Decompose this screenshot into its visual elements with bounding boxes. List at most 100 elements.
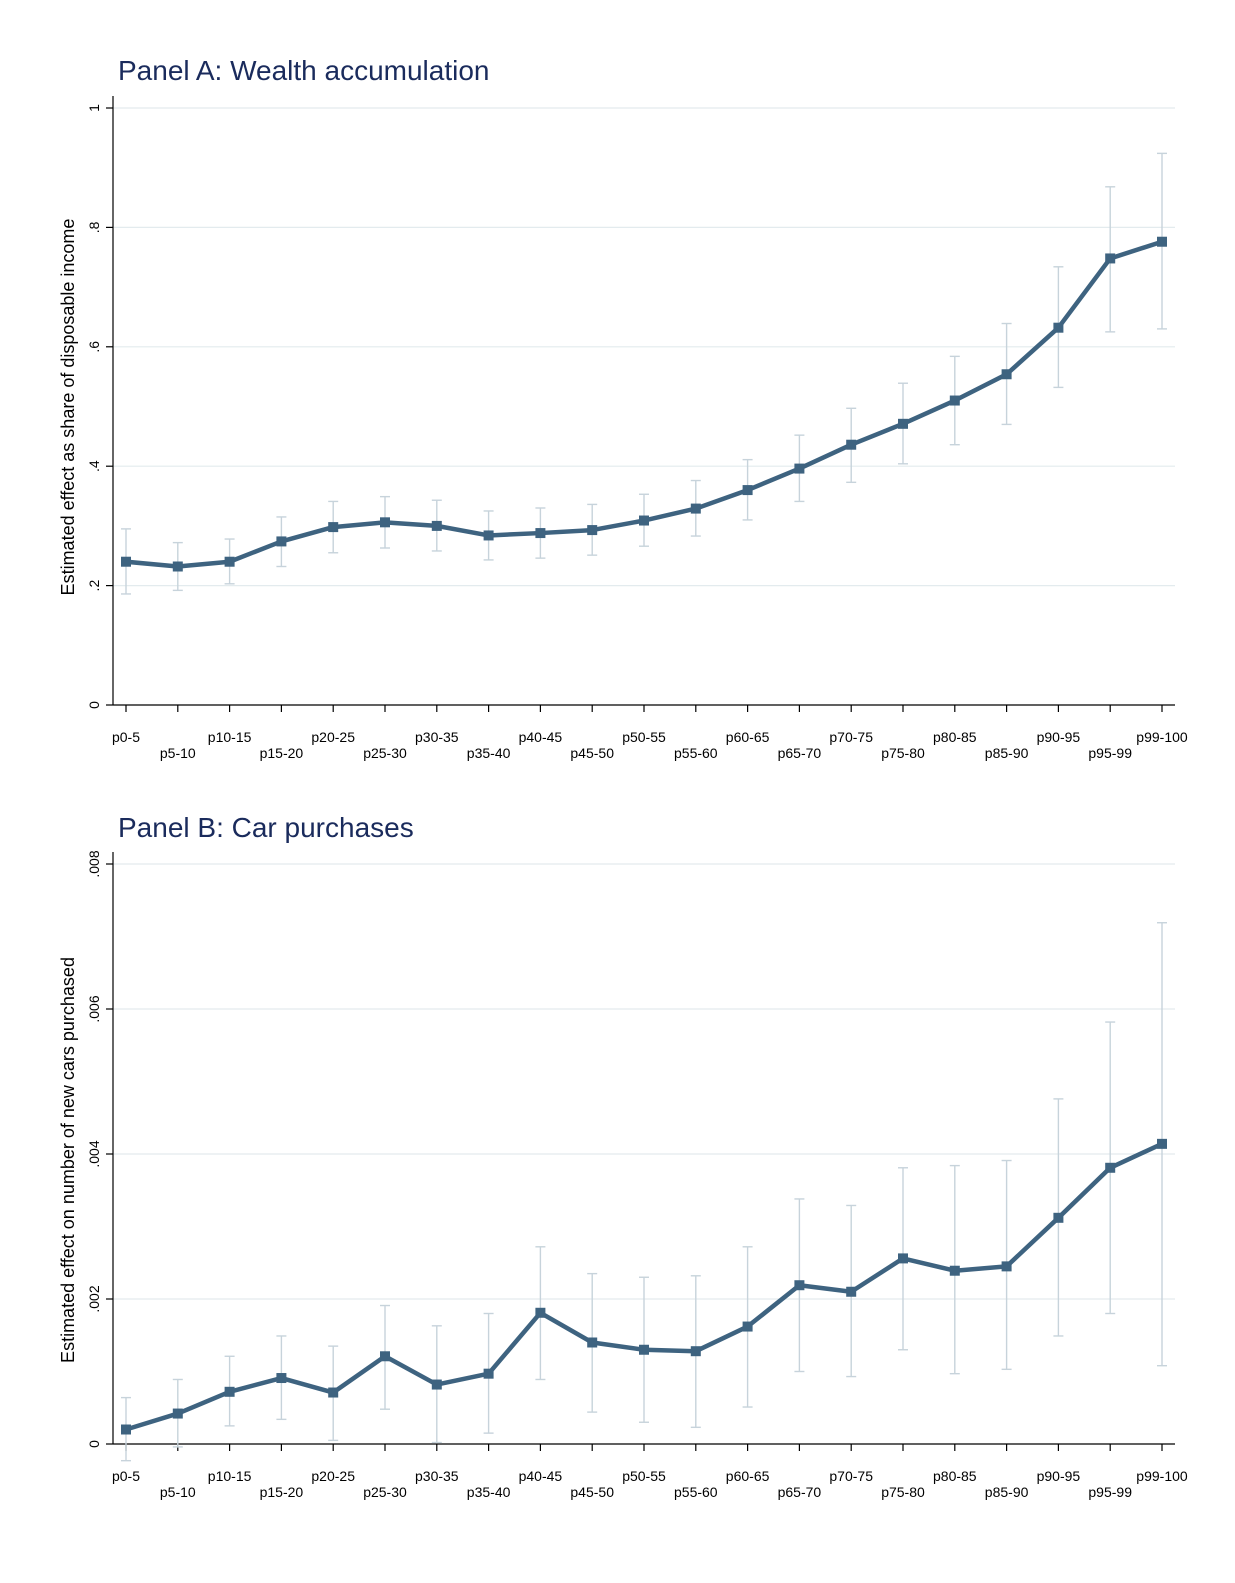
panel-a-data-point	[535, 528, 546, 539]
panel-a-data-point	[1053, 322, 1064, 333]
panel-a-x-tick-label: p35-40	[467, 745, 511, 761]
panel-b-data-point	[328, 1387, 339, 1398]
panel-a-x-tick-label: p70-75	[829, 729, 873, 745]
panel-b-data-point	[1157, 1138, 1167, 1149]
panel-a-y-tick-label: 0	[86, 701, 102, 709]
panel-a-y-tick-label: .8	[86, 221, 102, 233]
panel-b-data-point	[794, 1280, 805, 1291]
panel-a-data-point	[794, 463, 805, 474]
panel-a-x-tick-label: p75-80	[881, 745, 925, 761]
panel-b-y-tick-label: .008	[86, 850, 102, 877]
panel-a-x-tick-label: p90-95	[1037, 729, 1081, 745]
panel-a-data-point	[742, 485, 753, 496]
panel-a-data-point	[276, 536, 287, 547]
panel-b-x-tick-label: p15-20	[260, 1484, 304, 1500]
panel-b-title: Panel B: Car purchases	[118, 812, 414, 843]
panel-a-x-tick-label: p55-60	[674, 745, 718, 761]
panel-a-data-point	[949, 395, 960, 406]
panel-b-data-point	[121, 1424, 131, 1435]
panel-a-data-point	[898, 418, 908, 429]
panel-a-data-point	[483, 530, 494, 541]
panel-b-x-tick-label: p75-80	[881, 1484, 925, 1500]
panel-b-x-tick-label: p50-55	[622, 1468, 666, 1484]
panel-b-data-point	[898, 1253, 908, 1264]
panel-b-data-point	[380, 1351, 390, 1362]
panel-b-x-tick-label: p25-30	[363, 1484, 407, 1500]
panel-b-y-axis-label: Estimated effect on number of new cars p…	[58, 957, 78, 1363]
panel-a-x-tick-label: p40-45	[519, 729, 563, 745]
panel-a-data-point	[846, 439, 857, 450]
panel-b-data-point	[587, 1337, 598, 1348]
panel-b-data-point	[949, 1265, 960, 1276]
panel-a-data-point	[690, 503, 701, 514]
panel-a-data-point	[224, 556, 235, 567]
panel-b-data-point	[535, 1307, 546, 1318]
panel-b-x-tick-label: p65-70	[778, 1484, 822, 1500]
panel-a-x-tick-label: p20-25	[311, 729, 355, 745]
panel-a-x-tick-label: p5-10	[160, 745, 196, 761]
panel-a-x-tick-label: p60-65	[726, 729, 770, 745]
panel-b-data-point	[431, 1379, 442, 1390]
panel-b-data-point	[276, 1373, 287, 1384]
panel-a-x-tick-label: p50-55	[622, 729, 666, 745]
panel-b-y-tick-label: .002	[86, 1285, 102, 1312]
panel-b-x-tick-label: p95-99	[1088, 1484, 1132, 1500]
panel-b-x-tick-label: p45-50	[570, 1484, 614, 1500]
panel-b-x-tick-label: p40-45	[519, 1468, 563, 1484]
panel-a-x-tick-label: p85-90	[985, 745, 1029, 761]
panel-b-data-point	[1001, 1261, 1012, 1272]
panel-a-x-tick-label: p99-100	[1136, 729, 1188, 745]
panel-b-plot: 0 .002 .004 .006 .008 Estimated effect on num…	[58, 850, 1188, 1500]
panel-a-title: Panel A: Wealth accumulation	[118, 55, 490, 86]
panel-a-y-tick-label: .4	[86, 460, 102, 472]
panel-b-x-tick-label: p20-25	[311, 1468, 355, 1484]
panel-b-x-tick-label: p90-95	[1037, 1468, 1081, 1484]
panel-a-y-tick-label: .6	[86, 341, 102, 353]
panel-b-data-point	[639, 1344, 649, 1355]
panel-a-plot: 0 .2 .4 .6 .8 1 Estimated effect as share of d…	[58, 96, 1188, 761]
panel-b-x-tick-label: p0-5	[112, 1468, 140, 1484]
panel-b-data-point	[742, 1321, 753, 1332]
panel-b-x-tick-label: p70-75	[829, 1468, 873, 1484]
panel-b-x-tick-label: p99-100	[1136, 1468, 1188, 1484]
panel-b-data-point	[483, 1368, 494, 1379]
panel-a-x-tick-label: p0-5	[112, 729, 140, 745]
panel-b-y-tick-label: .006	[86, 995, 102, 1022]
panel-b-x-tick-label: p35-40	[467, 1484, 511, 1500]
panel-b-y-tick-label: .004	[86, 1140, 102, 1167]
panel-a-data-point	[639, 515, 649, 526]
panel-b-x-tick-label: p55-60	[674, 1484, 718, 1500]
panel-b-x-tick-label: p80-85	[933, 1468, 977, 1484]
panel-b-y-tick-label: 0	[86, 1440, 102, 1448]
panel-b-data-point	[1105, 1162, 1116, 1173]
panel-a-data-point	[431, 520, 442, 531]
panel-a-data-point	[121, 556, 131, 567]
panel-a-data-point	[1105, 253, 1116, 264]
panel-b-x-tick-label: p30-35	[415, 1468, 459, 1484]
panel-a-data-point	[587, 525, 598, 536]
panel-a-data-point	[1157, 236, 1167, 247]
panel-a-data-point	[328, 522, 339, 533]
panel-b-x-tick-label: p5-10	[160, 1484, 196, 1500]
panel-a-y-axis-label: Estimated effect as share of disposable …	[58, 219, 78, 596]
panel-b-data-point	[846, 1286, 857, 1297]
panel-a-x-tick-label: p30-35	[415, 729, 459, 745]
panel-b-data-point	[1053, 1212, 1064, 1223]
panel-b-data-point	[172, 1408, 183, 1419]
panel-a-x-tick-label: p80-85	[933, 729, 977, 745]
panel-a-x-tick-label: p65-70	[778, 745, 822, 761]
panel-a-y-tick-label: .2	[86, 580, 102, 592]
panel-b-data-point	[690, 1346, 701, 1357]
panel-b-x-tick-label: p10-15	[208, 1468, 252, 1484]
panel-a-x-tick-label: p15-20	[260, 745, 304, 761]
panel-b-data-point	[224, 1386, 235, 1397]
panel-b-x-tick-label: p85-90	[985, 1484, 1029, 1500]
panel-a-x-tick-label: p10-15	[208, 729, 252, 745]
panel-a-data-point	[172, 561, 183, 572]
panel-a-x-tick-label: p95-99	[1088, 745, 1132, 761]
panel-b-x-tick-label: p60-65	[726, 1468, 770, 1484]
panel-a-data-point	[1001, 369, 1012, 380]
panel-a-x-tick-label: p25-30	[363, 745, 407, 761]
